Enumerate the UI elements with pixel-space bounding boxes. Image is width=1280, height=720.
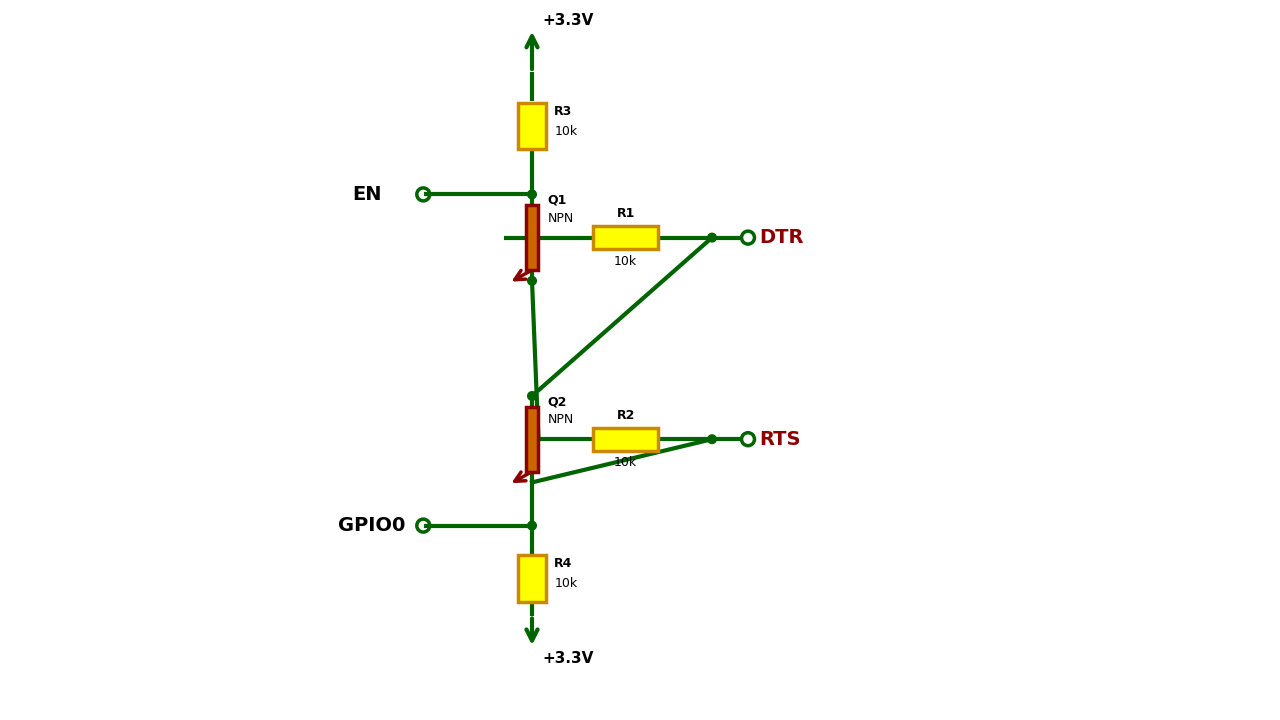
Circle shape	[708, 233, 717, 242]
Text: 10k: 10k	[554, 125, 577, 138]
Text: GPIO0: GPIO0	[338, 516, 404, 535]
Bar	[518, 555, 545, 602]
Text: NPN: NPN	[548, 413, 575, 426]
Circle shape	[527, 190, 536, 199]
Text: R2: R2	[617, 409, 635, 422]
Circle shape	[708, 435, 717, 444]
Text: +3.3V: +3.3V	[543, 652, 594, 666]
Text: 10k: 10k	[614, 456, 637, 469]
Bar	[593, 226, 658, 249]
Text: Q1: Q1	[548, 194, 567, 207]
Text: EN: EN	[352, 185, 381, 204]
Circle shape	[527, 521, 536, 530]
Bar	[593, 428, 658, 451]
Bar	[526, 205, 539, 270]
Circle shape	[527, 392, 536, 400]
Text: 10k: 10k	[554, 577, 577, 590]
Text: R3: R3	[554, 105, 572, 118]
Text: R4: R4	[554, 557, 572, 570]
Text: RTS: RTS	[759, 430, 800, 449]
Text: DTR: DTR	[759, 228, 804, 247]
Text: NPN: NPN	[548, 212, 575, 225]
Text: Q2: Q2	[548, 395, 567, 408]
Bar	[526, 407, 539, 472]
Circle shape	[527, 276, 536, 285]
Text: R1: R1	[617, 207, 635, 220]
Text: 10k: 10k	[614, 255, 637, 268]
Bar	[518, 103, 545, 150]
Text: +3.3V: +3.3V	[543, 13, 594, 27]
